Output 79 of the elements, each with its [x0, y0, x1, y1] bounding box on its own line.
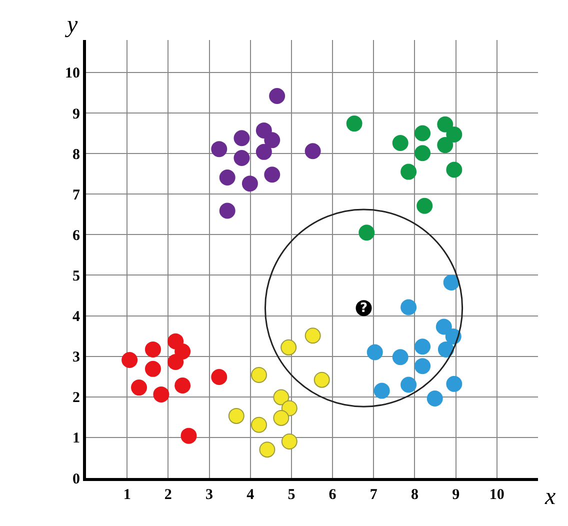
point	[358, 224, 375, 241]
point	[242, 176, 258, 192]
y-tick-label: 3	[72, 350, 80, 366]
point	[304, 328, 321, 344]
point	[219, 202, 236, 219]
point	[211, 369, 228, 386]
point	[437, 137, 454, 154]
point	[174, 378, 191, 394]
y-tick-label: 1	[72, 430, 80, 447]
point	[443, 274, 460, 291]
point	[264, 132, 280, 148]
point	[250, 366, 267, 383]
x-axis-title: x	[544, 484, 556, 510]
point	[366, 344, 383, 360]
point	[446, 162, 462, 178]
y-tick-label: 7	[72, 187, 80, 204]
x-tick-label: 9	[452, 487, 460, 503]
point	[256, 122, 272, 138]
point	[280, 339, 297, 356]
point	[400, 164, 417, 180]
x-tick-label: 1	[123, 487, 131, 503]
point	[437, 116, 454, 132]
point	[400, 376, 417, 393]
point	[259, 442, 276, 458]
point	[438, 341, 454, 358]
y-tick-label: 0	[72, 471, 80, 488]
point	[314, 372, 330, 388]
point	[446, 376, 462, 392]
x-tick-label: 7	[370, 487, 378, 503]
x-tick-label: 4	[246, 487, 255, 503]
point	[234, 130, 250, 146]
point	[281, 434, 298, 450]
point	[180, 428, 197, 444]
point	[281, 400, 298, 416]
point	[264, 166, 280, 183]
x-tick-label: 8	[410, 487, 418, 503]
y-tick-label: 2	[72, 390, 80, 406]
y-tick-label: 4	[72, 309, 80, 326]
y-tick-label: 8	[72, 146, 80, 163]
point	[374, 382, 390, 399]
y-tick-label: 9	[72, 106, 80, 122]
point	[416, 198, 433, 214]
point	[414, 125, 431, 142]
point	[392, 349, 408, 366]
point	[273, 389, 290, 406]
point	[436, 318, 452, 335]
point	[219, 169, 236, 186]
point	[153, 386, 170, 402]
point	[168, 354, 184, 370]
x-tick-label: 10	[489, 487, 504, 503]
point	[228, 408, 244, 424]
point	[256, 144, 272, 160]
y-tick-label: 10	[65, 66, 80, 82]
x-tick-label: 6	[328, 487, 337, 503]
point	[392, 135, 408, 152]
point	[144, 360, 161, 377]
y-axis-title: y	[65, 12, 78, 38]
point	[304, 143, 321, 160]
point	[122, 352, 138, 368]
x-tick-label: 2	[164, 487, 172, 503]
x-tick-label: 3	[206, 487, 214, 503]
point	[446, 126, 462, 142]
point	[414, 338, 431, 355]
point	[250, 416, 267, 433]
point	[269, 88, 286, 104]
y-tick-label: 6	[72, 228, 80, 244]
point	[273, 410, 290, 426]
point	[234, 150, 250, 166]
point	[346, 116, 362, 132]
point	[144, 341, 161, 358]
point	[426, 390, 443, 407]
x-tick-label: 5	[288, 487, 296, 503]
point	[400, 299, 417, 316]
y-tick-label: 5	[72, 268, 80, 284]
point	[414, 358, 431, 374]
point	[414, 145, 431, 162]
annotation: ?	[360, 301, 368, 316]
point	[131, 380, 148, 396]
point	[211, 141, 228, 158]
